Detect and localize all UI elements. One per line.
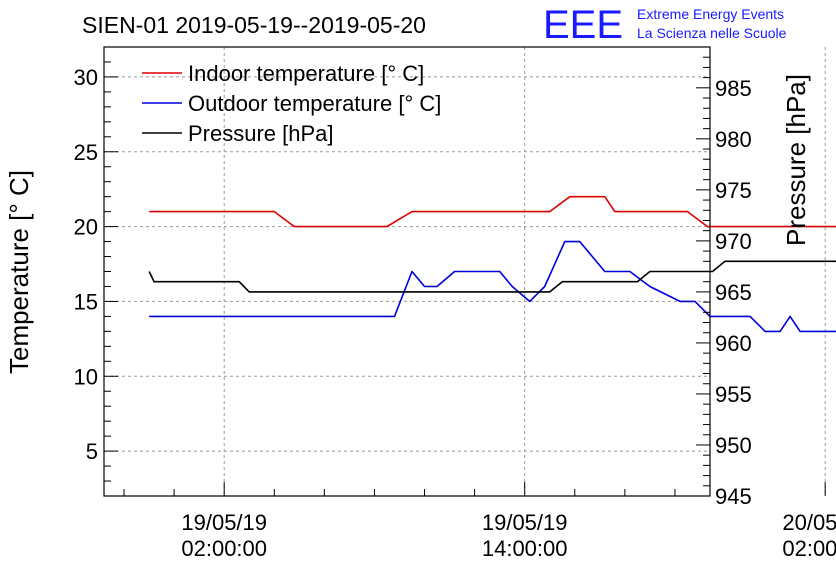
legend-label: Indoor temperature [° C]	[188, 61, 424, 86]
x-tick-date: 19/05/19	[181, 510, 267, 535]
legend-label: Outdoor temperature [° C]	[188, 91, 441, 116]
logo-line-2: La Scienza nelle Scuole	[637, 25, 787, 41]
grid	[104, 47, 826, 496]
x-tick-time: 14:00:00	[482, 536, 568, 561]
eee-logo: EEE	[543, 3, 623, 47]
left-tick-label: 15	[74, 289, 98, 314]
left-tick-label: 25	[74, 140, 98, 165]
y-axis-right-label: Pressure [hPa]	[781, 74, 811, 246]
series-line-2	[149, 240, 836, 333]
x-tick-date: 19/05/19	[482, 510, 568, 535]
right-tick-label: 985	[715, 76, 752, 101]
series-line-3	[148, 260, 836, 293]
right-tick-label: 970	[715, 229, 752, 254]
left-tick-label: 30	[74, 65, 98, 90]
right-tick-label: 960	[715, 331, 752, 356]
x-axis: 19/05/1902:00:0019/05/1914:00:0020/05/19…	[123, 482, 836, 561]
legend: Indoor temperature [° C] Outdoor temperat…	[142, 61, 441, 146]
series-line-1	[149, 195, 836, 228]
chart-title: SIEN-01 2019-05-19--2019-05-20	[82, 12, 426, 38]
right-tick-label: 965	[715, 280, 752, 305]
series-layer	[148, 195, 836, 333]
right-tick-label: 975	[715, 178, 752, 203]
left-tick-label: 20	[74, 215, 98, 240]
right-axis: 945 950 955 960 965 970 975 980 985	[696, 46, 752, 509]
right-tick-label: 980	[715, 127, 752, 152]
x-tick-date: 20/05/19	[782, 510, 836, 535]
legend-label: Pressure [hPa]	[188, 121, 334, 146]
x-tick-time: 02:00:00	[782, 536, 836, 561]
left-tick-label: 10	[74, 364, 98, 389]
left-axis: 5 10 15 20 25 30	[74, 46, 118, 497]
left-tick-label: 5	[86, 439, 98, 464]
right-tick-label: 950	[715, 433, 752, 458]
right-tick-label: 955	[715, 382, 752, 407]
right-tick-label: 945	[715, 484, 752, 509]
x-tick-time: 02:00:00	[181, 536, 267, 561]
y-axis-left-label: Temperature [° C]	[4, 170, 34, 374]
logo-line-1: Extreme Energy Events	[637, 6, 784, 22]
